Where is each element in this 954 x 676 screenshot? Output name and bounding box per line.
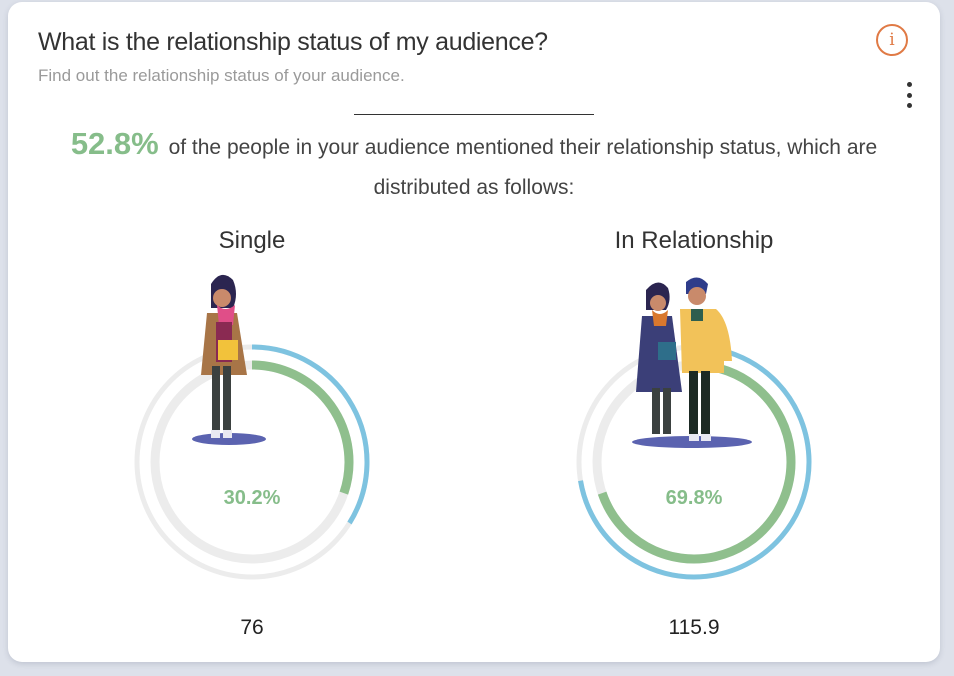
couple-illustration xyxy=(632,277,752,448)
count-single: 76 xyxy=(240,616,264,639)
gauge-chart: 30.2% 69.8% xyxy=(134,274,812,580)
category-label-single: Single xyxy=(218,227,286,254)
relationship-status-card: What is the relationship status of my au… xyxy=(8,2,940,662)
card-subtitle: Find out the relationship status of your… xyxy=(38,66,405,85)
divider xyxy=(354,114,594,115)
count-in-relationship: 115.9 xyxy=(668,616,720,639)
category-label-in-relationship: In Relationship xyxy=(614,227,774,254)
info-icon[interactable]: i xyxy=(876,24,908,56)
value-label-in-relationship: 69.8% xyxy=(666,487,723,509)
card-title: What is the relationship status of my au… xyxy=(38,28,548,56)
single-person-illustration xyxy=(192,274,266,445)
summary-percent: 52.8% xyxy=(70,126,159,161)
more-options-icon[interactable] xyxy=(901,82,917,108)
value-label-single: 30.2% xyxy=(224,487,281,509)
value-arc-in-relationship xyxy=(597,360,796,564)
outer-arc-in-relationship xyxy=(578,344,812,580)
summary-sentence: of the people in your audience mentioned… xyxy=(168,136,878,199)
value-arc-single xyxy=(251,360,354,495)
summary-text: 52.8% of the people in your audience men… xyxy=(48,124,900,208)
outer-arc-single xyxy=(251,344,370,525)
